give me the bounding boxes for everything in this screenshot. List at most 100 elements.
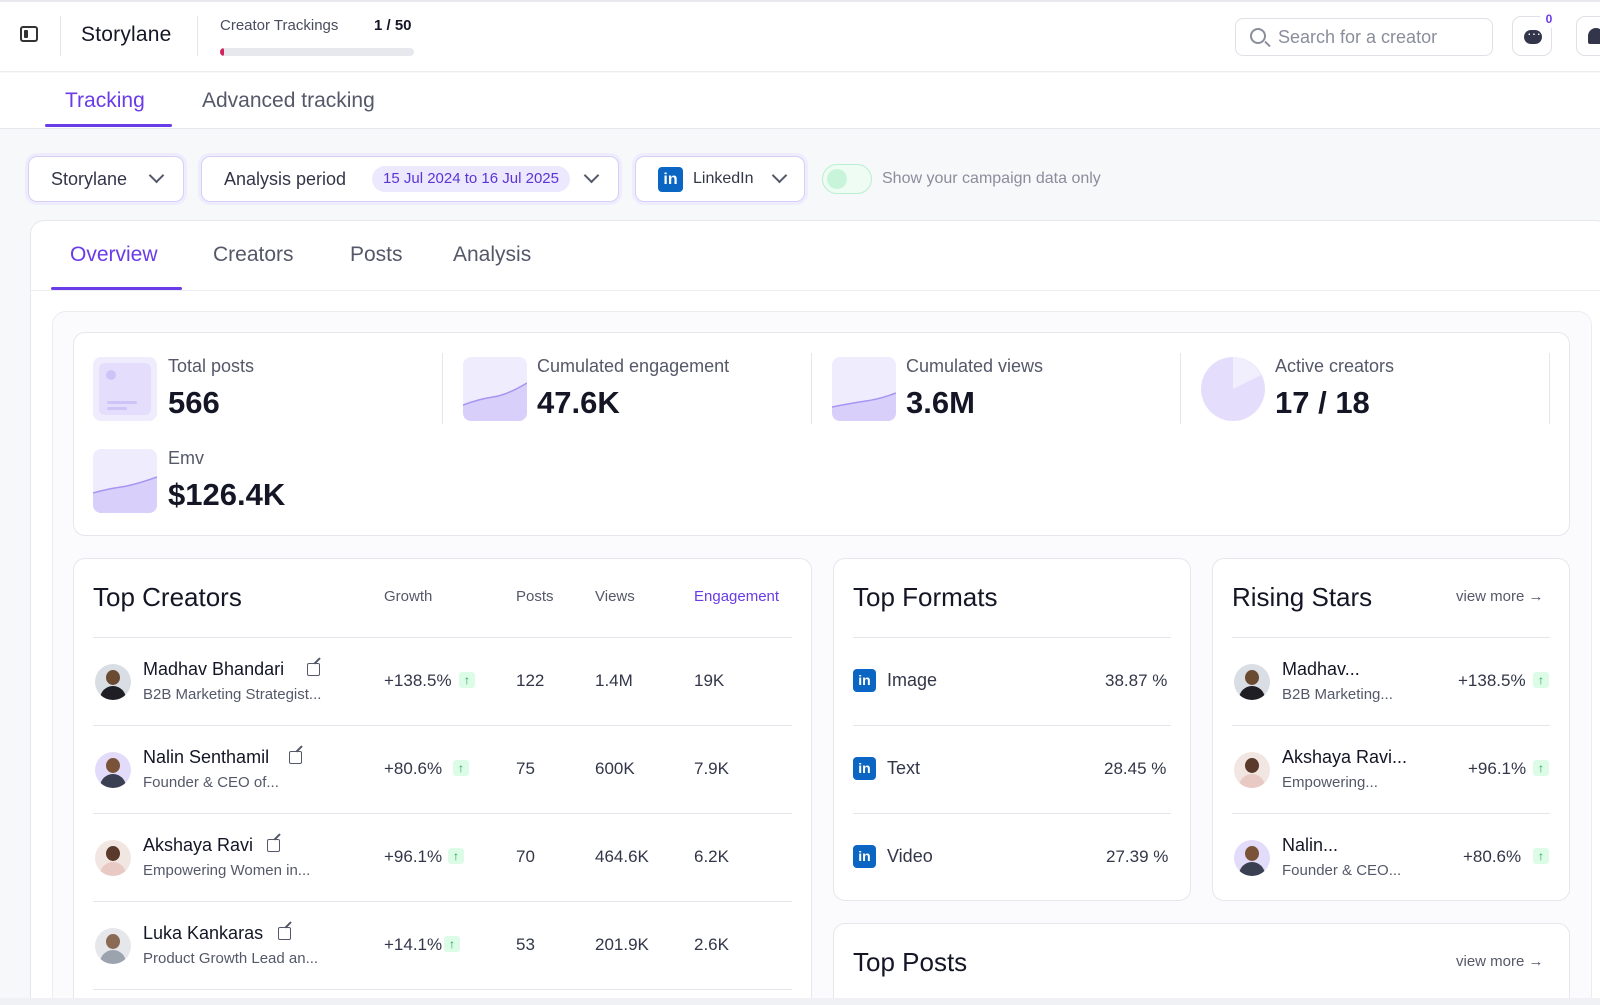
divider: [93, 989, 792, 990]
analysis-period-select[interactable]: Analysis period 15 Jul 2024 to 16 Jul 20…: [201, 156, 619, 202]
growth-value: +80.6%: [1463, 847, 1522, 866]
platform-select[interactable]: in LinkedIn: [635, 156, 805, 202]
divider: [1232, 813, 1550, 814]
rising-stars-panel: [1212, 558, 1570, 901]
creator-subtitle: Founder & CEO of...: [143, 774, 279, 791]
tab-analysis[interactable]: Analysis: [453, 243, 532, 266]
arrow-up-icon: ↑: [1533, 760, 1549, 776]
stat-value: 3.6M: [906, 385, 975, 420]
creator-trackings-count: 1 / 50: [374, 17, 412, 34]
external-link-icon[interactable]: [289, 751, 302, 764]
column-header-engagement[interactable]: Engagement: [694, 588, 780, 605]
rising-star-name[interactable]: Nalin...: [1282, 835, 1339, 855]
views-value: 464.6K: [595, 847, 649, 866]
arrow-up-icon: ↑: [459, 672, 475, 688]
creator-subtitle: B2B Marketing Strategist...: [143, 686, 322, 703]
divider: [853, 637, 1171, 638]
arrow-up-icon: ↑: [444, 936, 460, 952]
divider: [853, 725, 1171, 726]
tab-posts[interactable]: Posts: [350, 243, 403, 266]
divider: [811, 353, 812, 424]
linkedin-icon: in: [853, 669, 876, 692]
format-name: Image: [887, 670, 938, 690]
stat-label: Emv: [168, 448, 204, 468]
divider: [1180, 353, 1181, 424]
growth-value: +96.1%: [384, 847, 443, 866]
growth-value: +80.6%: [384, 759, 443, 778]
arrow-up-icon: ↑: [453, 760, 469, 776]
rising-stars-title: Rising Stars: [1232, 582, 1373, 612]
stat-value: 47.6K: [537, 385, 620, 420]
creator-trackings-progress: [220, 48, 414, 56]
format-share: 38.87 %: [1105, 671, 1168, 690]
column-header-growth[interactable]: Growth: [384, 588, 433, 605]
column-header-views[interactable]: Views: [595, 588, 635, 605]
creator-name[interactable]: Akshaya Ravi: [143, 835, 254, 855]
creator-subtitle: Product Growth Lead an...: [143, 950, 319, 967]
creator-trackings-label: Creator Trackings: [220, 17, 339, 34]
column-header-posts[interactable]: Posts: [516, 588, 554, 605]
engagement-value: 7.9K: [694, 759, 729, 778]
format-share: 28.45 %: [1104, 759, 1167, 778]
divider: [93, 725, 792, 726]
external-link-icon[interactable]: [267, 839, 280, 852]
format-share: 27.39 %: [1106, 847, 1169, 866]
engagement-value: 6.2K: [694, 847, 729, 866]
tab-overview[interactable]: Overview: [70, 243, 158, 266]
notification-badge: 0: [1540, 10, 1558, 28]
analysis-period-label: Analysis period: [224, 169, 347, 189]
active-tab-indicator: [45, 124, 172, 127]
divider: [1549, 353, 1550, 424]
creator-name[interactable]: Madhav Bhandari: [143, 659, 285, 679]
rising-stars-view-more-link[interactable]: view more →: [1456, 588, 1544, 605]
stat-value: $126.4K: [168, 477, 286, 512]
chevron-down-icon: [771, 167, 788, 184]
tab-advanced-tracking[interactable]: Advanced tracking: [202, 89, 375, 112]
creator-name[interactable]: Luka Kankaras: [143, 923, 264, 943]
stat-value: 17 / 18: [1275, 385, 1370, 420]
external-link-icon[interactable]: [307, 663, 320, 676]
divider: [93, 813, 792, 814]
divider: [60, 16, 61, 56]
avatar: [1234, 752, 1270, 788]
progress-fill: [220, 48, 224, 56]
linkedin-icon: in: [853, 845, 876, 868]
chat-icon: [1524, 25, 1542, 44]
brand-select[interactable]: Storylane: [28, 156, 184, 202]
search-icon: [1250, 28, 1266, 44]
stat-label: Active creators: [1275, 356, 1395, 376]
rising-star-subtitle: Empowering...: [1282, 774, 1378, 791]
stat-label: Total posts: [168, 356, 255, 376]
posts-illustration-icon: [93, 357, 157, 421]
rising-star-name[interactable]: Madhav...: [1282, 659, 1360, 679]
divider: [93, 637, 792, 638]
posts-value: 122: [516, 671, 545, 690]
stats-card: [73, 332, 1570, 536]
page-bottom-edge: [0, 998, 1600, 1005]
tab-tracking[interactable]: Tracking: [65, 89, 145, 112]
rising-star-name[interactable]: Akshaya Ravi...: [1282, 747, 1408, 767]
engagement-value: 2.6K: [694, 935, 729, 954]
linkedin-icon: in: [853, 757, 876, 780]
external-link-icon[interactable]: [278, 927, 291, 940]
pie-illustration-icon: [1201, 357, 1265, 421]
linkedin-icon: in: [658, 167, 683, 192]
posts-value: 70: [516, 847, 535, 866]
sidebar-toggle-icon[interactable]: [20, 26, 38, 42]
stat-label: Cumulated engagement: [537, 356, 730, 376]
campaign-data-toggle[interactable]: [822, 164, 872, 194]
messages-button[interactable]: [1512, 16, 1552, 56]
platform-select-value: LinkedIn: [693, 170, 754, 187]
divider: [1232, 725, 1550, 726]
search-input[interactable]: [1278, 19, 1488, 55]
avatar: [1234, 840, 1270, 876]
brand-select-value: Storylane: [51, 169, 128, 189]
top-formats-panel: [833, 558, 1191, 901]
creator-name[interactable]: Nalin Senthamil: [143, 747, 270, 767]
tab-creators[interactable]: Creators: [213, 243, 294, 266]
active-sub-tab-indicator: [51, 287, 182, 290]
top-posts-view-more-link[interactable]: view more →: [1456, 953, 1544, 970]
posts-value: 53: [516, 935, 535, 954]
format-name: Video: [887, 846, 933, 866]
notifications-button[interactable]: [1576, 16, 1600, 56]
